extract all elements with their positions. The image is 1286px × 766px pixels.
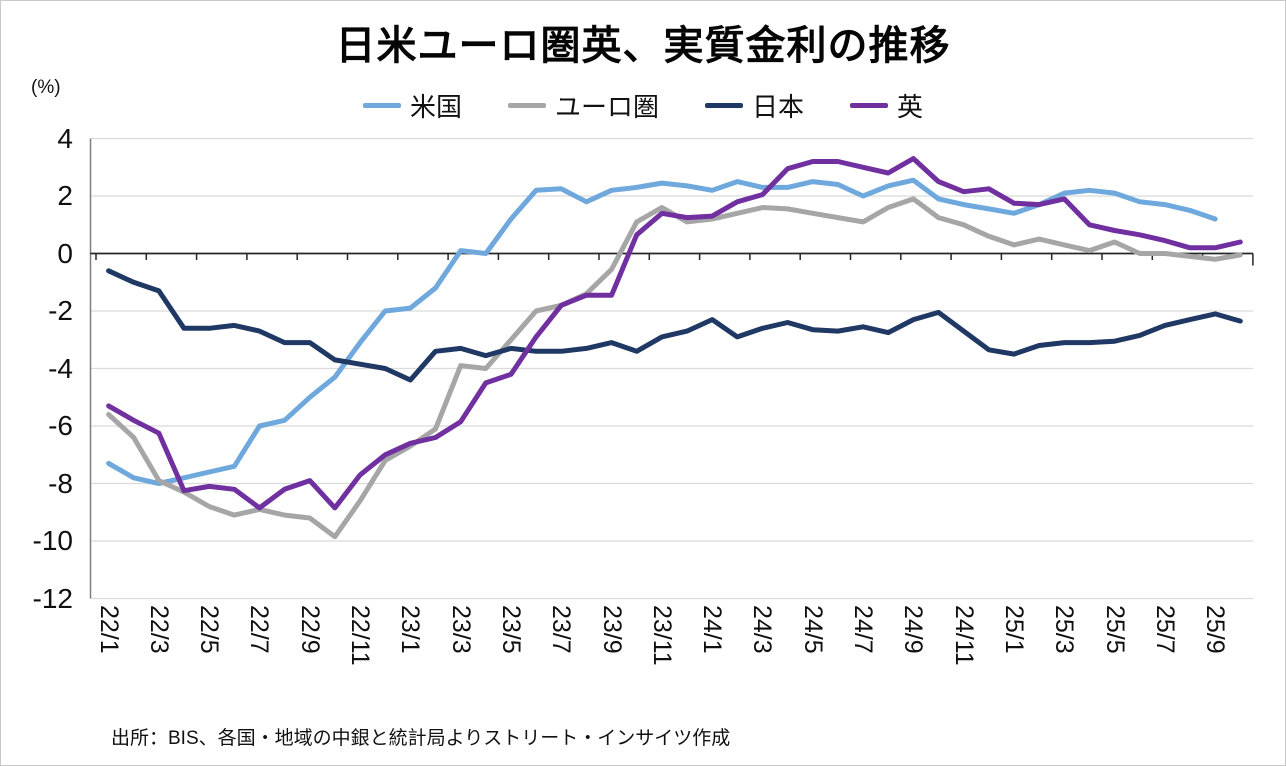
series-line-2 [106,196,1243,540]
chart-legend: 米国 ユーロ圏 日本 英 [1,87,1285,124]
x-tick-label: 23/5 [496,605,525,654]
y-tick-label: 2 [57,180,73,211]
x-tick-label: 25/7 [1150,605,1179,654]
legend-label: 米国 [409,91,462,122]
legend-line-swatch [850,102,889,108]
x-tick-label: 24/7 [849,605,878,654]
source-note: 出所：BIS、各国・地域の中銀と統計局よりストリート・インサイツ作成 [111,728,731,749]
legend-line-swatch [362,102,401,108]
x-tick-label: 24/1 [698,605,727,654]
legend-label: 日本 [752,91,805,122]
legend-label: 英 [897,91,924,122]
x-tick-label: 24/11 [949,605,978,666]
x-tick-label: 23/9 [597,605,626,654]
y-tick-label: 4 [57,122,73,154]
chart-title: 日米ユーロ圏英、実質金利の推移 [335,24,951,68]
x-tick-label: 22/1 [94,605,123,654]
series-line-3 [106,268,1243,383]
y-tick-label: -2 [48,295,73,326]
y-tick-label: -8 [48,467,73,499]
y-tick-label: 0 [57,237,73,269]
x-tick-label: 22/7 [245,605,274,654]
x-tick-label: 24/5 [798,605,827,654]
series-line-4 [106,156,1243,511]
x-tick-label: 23/7 [547,605,576,654]
x-tick-label: 23/3 [446,605,475,654]
y-tick-label: -4 [48,352,73,384]
x-tick-label: 22/11 [346,605,375,666]
legend-item-3: 日本 [705,87,804,124]
x-tick-label: 25/3 [1050,605,1079,654]
x-tick-label: 22/5 [195,605,224,654]
x-tick-label: 22/9 [295,605,324,654]
legend-line-swatch [507,102,546,108]
legend-line-swatch [705,102,743,108]
x-tick-label: 25/5 [1100,605,1129,654]
x-tick-label: 22/3 [144,605,173,654]
series-line-1 [106,177,1218,486]
legend-item-2: ユーロ圏 [507,87,659,124]
x-tick-label: 25/9 [1201,605,1230,654]
legend-item-1: 米国 [362,87,462,124]
x-tick-label: 23/1 [396,605,425,654]
x-tick-label: 23/11 [647,605,676,666]
y-axis-unit-label: (%) [31,77,61,98]
x-tick-label: 24/9 [899,605,928,654]
legend-item-4: 英 [850,87,923,124]
y-tick-label: -6 [48,410,73,441]
x-tick-label: 24/3 [748,605,777,654]
y-tick-label: -10 [32,525,73,556]
legend-label: ユーロ圏 [554,91,659,122]
y-tick-label: -12 [32,582,73,614]
x-tick-label: 25/1 [999,605,1028,654]
